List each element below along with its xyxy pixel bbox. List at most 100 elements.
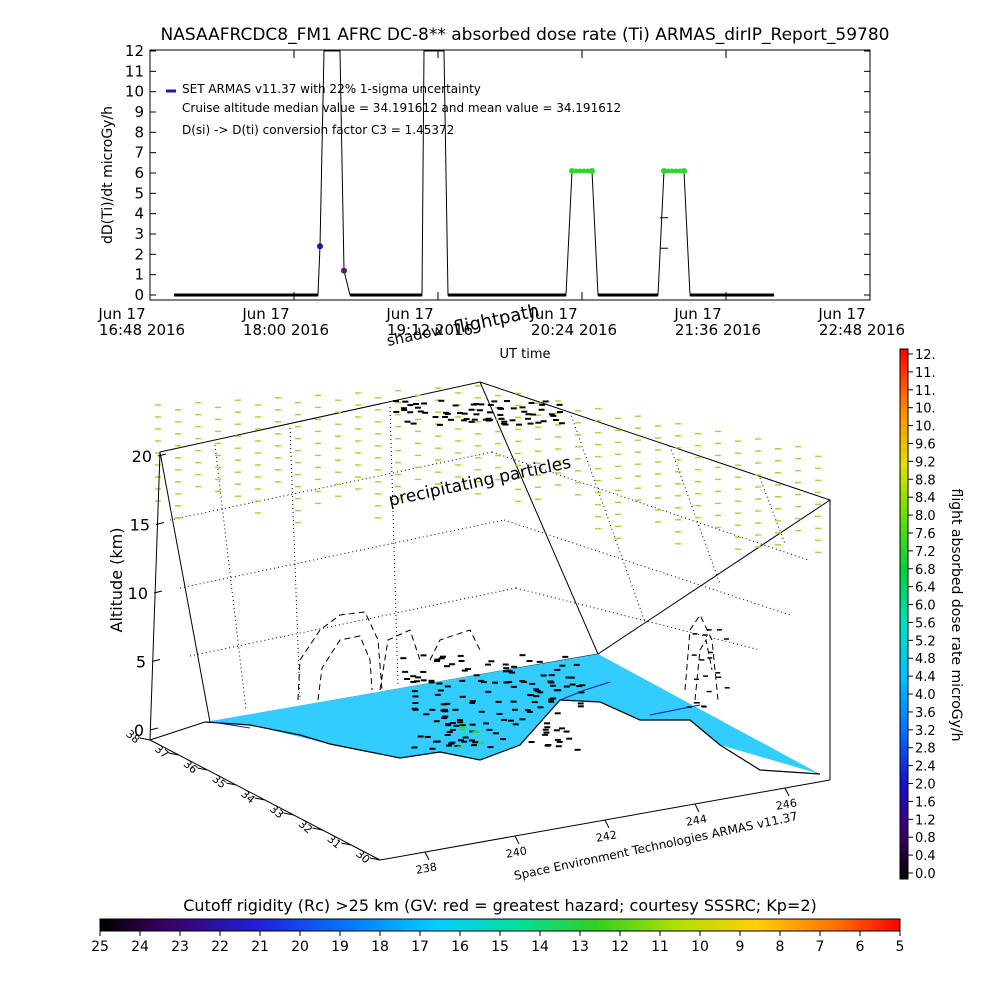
- latitude-tick-mark: [369, 857, 381, 861]
- longitude-tick-label: 240: [505, 844, 528, 860]
- top-y-tick-label: 5: [134, 184, 144, 202]
- legend-cruise-altitude: Cruise altitude median value = 34.191612…: [182, 101, 621, 115]
- latitude-tick-mark: [197, 767, 208, 771]
- dose-rate-colorbar-ticks: 12. 11. 11. 10. 10. 9.6 9.2 8.8 8.4 8.0 7.6 7.2 6.8 6…: [908, 348, 936, 882]
- dose-rate-colorbar-tick-label: 2.0: [915, 778, 936, 793]
- latitude-tick-mark: [139, 737, 151, 741]
- longitude-ticks: 238 240 242 244 246: [415, 787, 798, 877]
- cutoff-rigidity-tick-label: 12: [611, 939, 629, 955]
- top-legend: SET ARMAS v11.37 with 22% 1-sigma uncert…: [166, 82, 621, 137]
- top-y-tick-label: 2: [134, 245, 144, 263]
- cutoff-rigidity-tick-label: 23: [171, 939, 189, 955]
- cutoff-rigidity-tick-label: 24: [131, 939, 149, 955]
- dose-rate-colorbar-tick-label: 9.6: [915, 437, 936, 452]
- dose-rate-colorbar-tick-label: 2.8: [915, 742, 936, 757]
- top-plot-frame: [149, 49, 871, 301]
- dose-rate-colorbar-tick-label: 5.2: [915, 634, 936, 649]
- cutoff-rigidity-tick-label: 5: [896, 939, 905, 955]
- cutoff-rigidity-tick-label: 9: [736, 939, 745, 955]
- dose-rate-colorbar-tick-label: 7.2: [915, 545, 936, 560]
- longitude-tick-mark: [784, 787, 790, 797]
- longitude-tick-mark: [694, 803, 700, 813]
- dose-rate-colorbar-tick-label: 3.6: [915, 706, 936, 721]
- cutoff-rigidity-tick-label: 13: [571, 939, 589, 955]
- cutoff-rigidity-colorbar: Cutoff rigidity (Rc) >25 km (GV: red = g…: [91, 896, 904, 955]
- dose-rate-colorbar-tick-label: 6.0: [915, 599, 936, 614]
- longitude-tick-mark: [514, 835, 520, 845]
- altitude-tick-label: 20: [132, 447, 152, 466]
- longitude-tick-label: 246: [775, 796, 798, 812]
- ocean-region: [205, 654, 820, 774]
- flightpath-label: flightpath: [452, 300, 542, 339]
- altitude-tick-label: 0: [134, 721, 144, 740]
- figure-title: NASAAFRCDC8_FM1 AFRC DC-8** absorbed dos…: [161, 25, 890, 45]
- dose-rate-colorbar: 12. 11. 11. 10. 10. 9.6 9.2 8.8 8.4 8.0 7.6 7.2 6.8 6…: [899, 348, 964, 882]
- dose-rate-point: [573, 168, 579, 174]
- cutoff-rigidity-ticks: 25 24 23 22 21 20 19 18 17 16 15 14 13 12 11 10 9 8 7 6 5: [91, 931, 904, 955]
- altitude-tick-label: 5: [136, 653, 146, 672]
- top-x-axis-label: UT time: [500, 347, 551, 362]
- dose-rate-colorbar-tick-label: 4.0: [915, 688, 936, 703]
- cutoff-rigidity-gradient: [99, 918, 901, 932]
- back-wall-grid: [169, 406, 809, 711]
- altitude-tick-mark: [157, 453, 167, 457]
- dose-rate-colorbar-tick-label: 6.4: [915, 581, 936, 596]
- dose-rate-colorbar-tick-label: 10.: [915, 402, 936, 417]
- credit-label: Space Environment Technologies ARMAS v11…: [513, 809, 799, 883]
- cutoff-rigidity-tick-label: 22: [211, 939, 229, 955]
- dose-rate-colorbar-tick-label: 4.4: [915, 670, 936, 685]
- dose-rate-colorbar-tick-label: 0.0: [915, 867, 936, 882]
- dose-rate-point: [569, 168, 575, 174]
- top-y-axis-label: dD(Ti)/dt microGy/h: [100, 106, 116, 244]
- top-x-tick-day: Jun 17: [817, 305, 865, 323]
- dose-rate-colorbar-tick-label: 8.8: [915, 473, 936, 488]
- top-y-tick-label: 6: [134, 164, 144, 182]
- dose-rate-colorbar-tick-label: 8.0: [915, 509, 936, 524]
- top-y-tick-label: 11: [125, 62, 144, 80]
- cutoff-rigidity-tick-label: 15: [491, 939, 509, 955]
- dose-rate-point: [673, 168, 679, 174]
- cutoff-rigidity-tick-label: 14: [531, 939, 549, 955]
- top-y-tick-label: 8: [134, 123, 144, 141]
- dose-rate-points: [317, 167, 687, 274]
- altitude-tick-mark: [153, 590, 163, 594]
- latitude-tick-mark: [341, 842, 352, 846]
- dose-rate-colorbar-tick-label: 9.2: [915, 455, 936, 470]
- longitude-tick-mark: [424, 851, 430, 861]
- cutoff-rigidity-tick-label: 17: [411, 939, 429, 955]
- dose-rate-colorbar-tick-label: 1.6: [915, 795, 936, 810]
- ground-map: [204, 654, 821, 775]
- altitude-axis-label: Altitude (km): [107, 528, 126, 633]
- dose-rate-point: [581, 168, 587, 174]
- dose-rate-point: [669, 168, 675, 174]
- cutoff-rigidity-tick-label: 25: [91, 939, 109, 955]
- latitude-tick-label: 32: [296, 817, 315, 836]
- top-y-tick-label: 7: [134, 144, 144, 162]
- dose-rate-colorbar-tick-label: 2.4: [915, 760, 936, 775]
- top-y-tick-label: 10: [125, 83, 144, 101]
- dose-rate-point: [577, 168, 583, 174]
- dose-rate-colorbar-tick-label: 11.: [915, 384, 936, 399]
- dose-rate-point: [317, 243, 323, 250]
- cutoff-rigidity-tick-label: 8: [776, 939, 785, 955]
- dose-rate-colorbar-tick-label: 3.2: [915, 724, 936, 739]
- altitude-tick-label: 10: [128, 584, 148, 603]
- latitude-tick-label: 30: [353, 847, 372, 866]
- top-x-tick-day: Jun 17: [385, 305, 433, 323]
- precipitating-particles-field: [155, 385, 821, 554]
- dose-rate-point: [661, 168, 667, 174]
- latitude-tick-mark: [168, 752, 179, 756]
- top-x-tick-day: Jun 17: [97, 305, 145, 323]
- top-x-tick-day: Jun 17: [241, 305, 289, 323]
- dose-rate-colorbar-label: flight absorbed dose rate microGy/h: [948, 489, 964, 742]
- cutoff-rigidity-tick-label: 6: [856, 939, 865, 955]
- cutoff-rigidity-tick-label: 7: [816, 939, 825, 955]
- top-y-tick-label: 3: [134, 225, 144, 243]
- latitude-tick-mark: [312, 827, 323, 831]
- dose-rate-series-line: [174, 50, 774, 296]
- cutoff-rigidity-title: Cutoff rigidity (Rc) >25 km (GV: red = g…: [183, 896, 817, 915]
- latitude-tick-label: 36: [181, 757, 200, 776]
- dose-rate-colorbar-tick-label: 7.6: [915, 527, 936, 542]
